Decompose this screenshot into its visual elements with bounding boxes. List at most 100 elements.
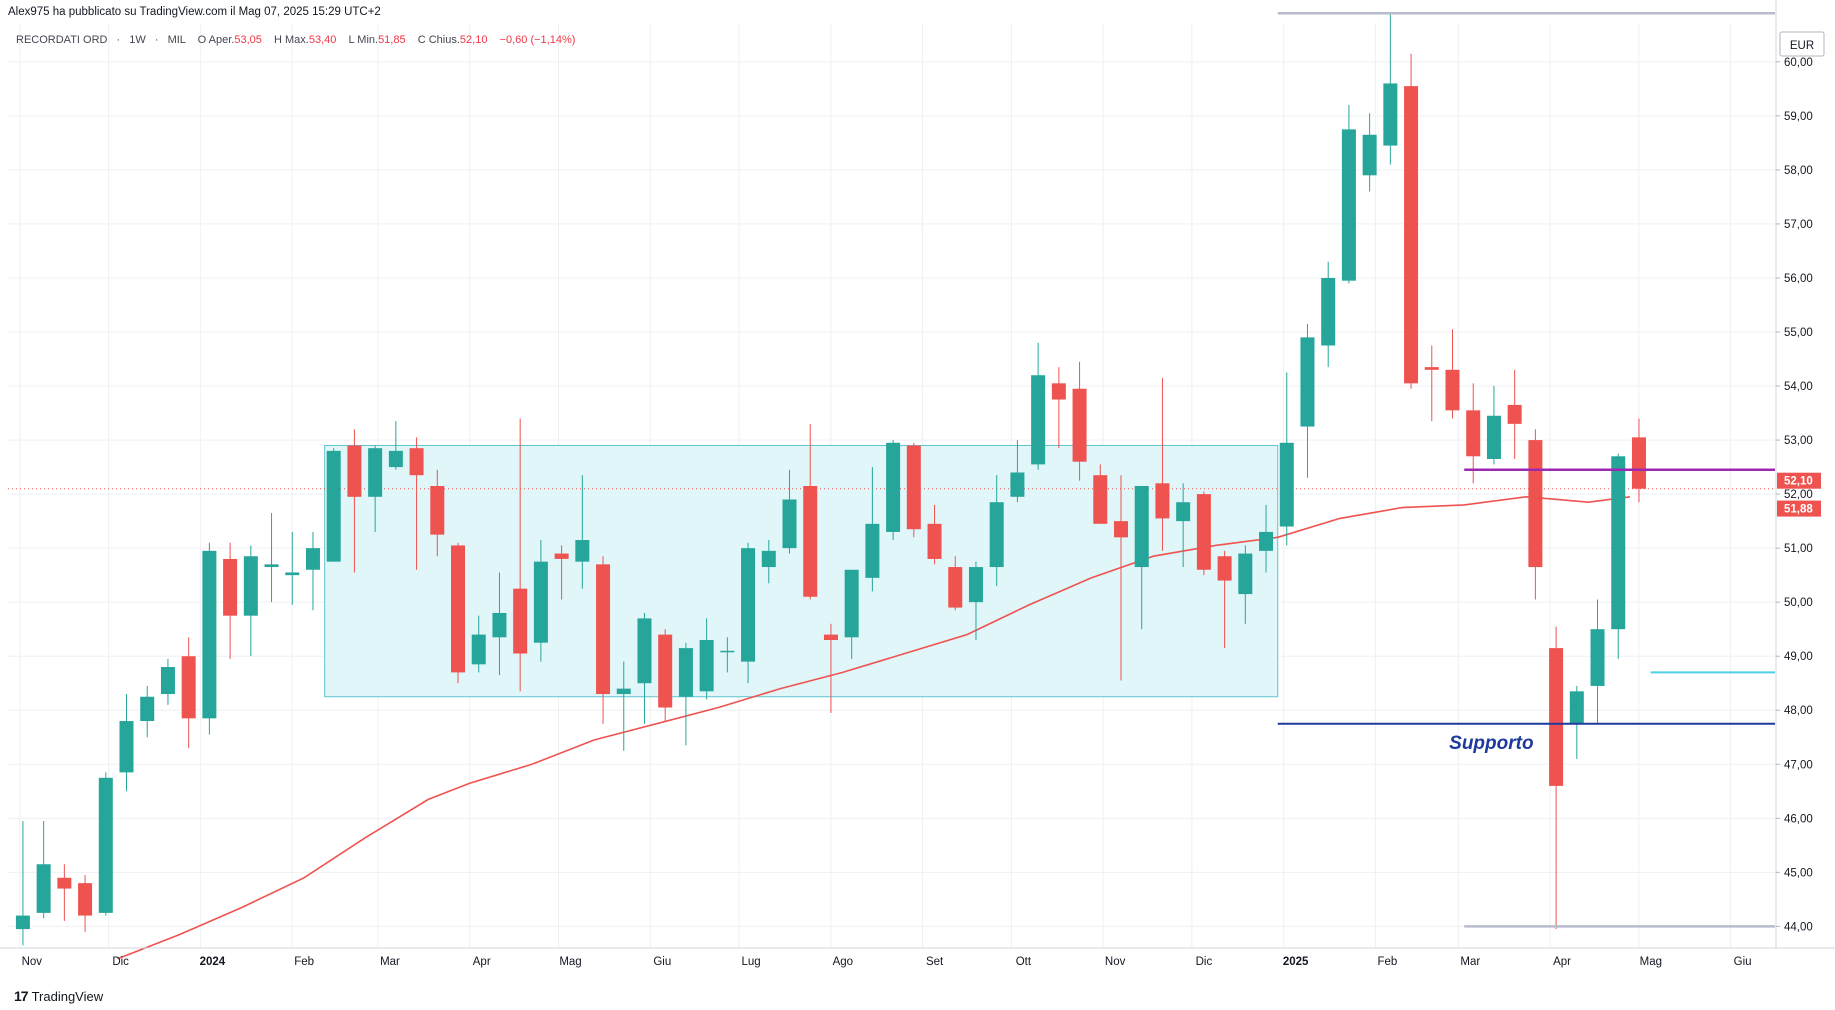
range-box <box>324 444 1279 698</box>
candle <box>678 642 693 746</box>
candle-body <box>1631 437 1646 489</box>
candle-body <box>1528 440 1543 568</box>
candle-body <box>119 721 134 773</box>
candle-body <box>596 564 611 695</box>
candle <box>844 569 859 659</box>
y-tick-label: 60,00 <box>1784 57 1813 69</box>
moving-average-line <box>117 495 1631 960</box>
candle-body <box>1507 404 1522 424</box>
candle-body <box>1362 134 1377 176</box>
candle-body <box>906 445 921 530</box>
candle-body <box>1486 415 1501 459</box>
y-tick-label: 58,00 <box>1784 165 1813 177</box>
y-tick-label: 57,00 <box>1784 219 1813 231</box>
candle-body <box>699 640 714 692</box>
candle <box>1238 545 1253 624</box>
candle <box>119 694 134 792</box>
candle-body <box>285 572 300 576</box>
close-label: C <box>417 34 426 46</box>
price-label-box <box>1777 472 1821 489</box>
chart-axes: EUR 44,00 45,00 46,00 47,00 48,00 49,00 50,00 51… <box>0 0 1835 968</box>
change-value: −0,60 (−1,14%) <box>499 34 576 46</box>
candle-body <box>533 561 548 643</box>
symbol-name[interactable]: RECORDATI ORD <box>16 34 108 46</box>
candle-body <box>1051 383 1066 400</box>
candle-body <box>1300 337 1315 427</box>
x-tick-label: 2025 <box>1283 956 1309 968</box>
close-text: Chius. <box>428 34 460 46</box>
low-text: Min. <box>357 34 379 46</box>
chart-drawings-front: Supporto <box>1277 11 1775 928</box>
candle-body <box>513 588 528 654</box>
candle-body <box>1404 86 1419 384</box>
candle <box>471 615 486 673</box>
candle <box>554 545 569 600</box>
candle <box>140 685 155 738</box>
candle <box>78 875 93 932</box>
x-tick-label: Apr <box>473 956 491 968</box>
x-tick-label: Ago <box>833 956 853 968</box>
x-tick-label: Ott <box>1016 956 1032 968</box>
candle <box>1486 386 1501 465</box>
x-tick-label: Mar <box>1460 956 1480 968</box>
candle <box>1321 261 1336 368</box>
high-value: 53,40 <box>308 34 337 46</box>
x-tick-label: Feb <box>1378 956 1398 968</box>
candle <box>720 637 735 673</box>
x-tick-label: 2024 <box>200 956 226 968</box>
candle-body <box>202 550 217 719</box>
candle <box>285 531 300 605</box>
candle <box>98 772 113 916</box>
ohlc-legend: RECORDATI ORD · 1W · MIL O Aper.53,05 H … <box>16 34 576 46</box>
candle-body <box>720 650 735 653</box>
interval-label[interactable]: 1W <box>129 34 146 46</box>
candle <box>243 545 258 657</box>
candle-body <box>1031 375 1046 465</box>
y-tick-label: 54,00 <box>1784 381 1813 393</box>
candle <box>1114 475 1129 681</box>
candle-body <box>140 696 155 722</box>
candle-body <box>989 502 1004 568</box>
candle-body <box>78 883 93 916</box>
candle-body <box>1549 648 1564 786</box>
candle-body <box>678 648 693 697</box>
candle <box>927 504 942 565</box>
candle-body <box>1383 83 1398 146</box>
candle <box>1259 504 1274 573</box>
low-value: 51,85 <box>378 34 406 46</box>
candle-body <box>36 864 51 913</box>
x-tick-label: Mag <box>1640 956 1662 968</box>
candle-body <box>57 877 72 889</box>
candle <box>181 637 196 749</box>
price-label-box <box>1777 500 1821 517</box>
chart-grid <box>8 24 1775 948</box>
y-tick-label: 55,00 <box>1784 327 1813 339</box>
candle <box>533 540 548 662</box>
candle <box>1590 599 1605 724</box>
candle-body <box>15 915 30 930</box>
candle <box>1051 367 1066 449</box>
y-tick-label: 45,00 <box>1784 867 1813 879</box>
candle-body <box>471 634 486 665</box>
candle-body <box>160 667 175 695</box>
currency-label: EUR <box>1790 40 1814 52</box>
x-tick-label: Giu <box>653 956 671 968</box>
x-tick-label: Mar <box>380 956 400 968</box>
candle-body <box>741 548 756 662</box>
candle-body <box>554 553 569 559</box>
candle-body <box>1134 486 1149 568</box>
y-tick-label: 49,00 <box>1784 651 1813 663</box>
candle-body <box>1466 410 1481 457</box>
candle <box>223 542 238 659</box>
tradingview-logo-icon[interactable]: 17 <box>14 988 29 1004</box>
candle <box>1362 113 1377 192</box>
publish-header: Alex975 ha pubblicato su TradingView.com… <box>8 6 381 22</box>
y-tick-label: 46,00 <box>1784 813 1813 825</box>
candle-body <box>803 486 818 597</box>
candle <box>1093 464 1108 524</box>
low-label: L <box>348 34 355 46</box>
candle <box>492 572 507 676</box>
candle-body <box>761 550 776 568</box>
brand-name[interactable]: TradingView <box>31 988 104 1004</box>
